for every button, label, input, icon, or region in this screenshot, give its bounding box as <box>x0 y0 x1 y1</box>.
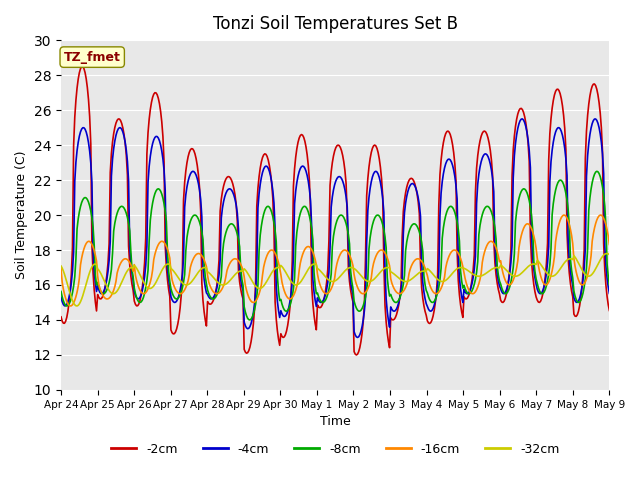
-4cm <box>57 294 65 300</box>
-8cm <box>246 317 253 323</box>
-16cm <box>289 293 297 299</box>
-16cm <box>67 303 74 309</box>
-4cm <box>289 279 296 285</box>
-8cm <box>228 221 236 227</box>
-4cm <box>518 116 526 122</box>
Line: -4cm: -4cm <box>61 119 609 337</box>
-2cm <box>366 156 374 161</box>
-16cm <box>461 276 469 281</box>
-2cm <box>392 312 400 318</box>
-32cm <box>229 275 237 280</box>
-16cm <box>392 288 399 293</box>
-2cm <box>605 308 613 313</box>
-8cm <box>392 300 399 305</box>
-4cm <box>557 129 565 134</box>
-4cm <box>605 290 613 296</box>
-32cm <box>605 252 613 257</box>
-8cm <box>593 168 600 174</box>
Line: -2cm: -2cm <box>61 67 609 355</box>
Line: -32cm: -32cm <box>61 253 609 306</box>
-16cm <box>229 257 237 263</box>
-16cm <box>365 283 373 289</box>
-2cm <box>557 96 565 101</box>
-32cm <box>604 251 611 256</box>
-32cm <box>73 303 81 309</box>
Text: TZ_fmet: TZ_fmet <box>64 50 121 64</box>
-2cm <box>289 183 297 189</box>
-2cm <box>229 181 237 187</box>
Line: -8cm: -8cm <box>61 171 609 320</box>
-8cm <box>289 286 297 292</box>
-4cm <box>461 289 469 295</box>
Y-axis label: Soil Temperature (C): Soil Temperature (C) <box>15 151 28 279</box>
-4cm <box>392 308 399 313</box>
Line: -16cm: -16cm <box>61 215 609 306</box>
-8cm <box>57 288 65 294</box>
-8cm <box>605 282 613 288</box>
-4cm <box>354 335 362 340</box>
-32cm <box>57 263 65 269</box>
-16cm <box>605 241 613 247</box>
-32cm <box>556 266 564 272</box>
-2cm <box>79 64 86 70</box>
-32cm <box>365 278 373 284</box>
-32cm <box>461 266 469 272</box>
-16cm <box>556 217 564 223</box>
-2cm <box>353 352 360 358</box>
-16cm <box>57 265 65 271</box>
-2cm <box>57 314 65 320</box>
-16cm <box>596 212 604 218</box>
-2cm <box>463 296 470 302</box>
-8cm <box>365 246 373 252</box>
Title: Tonzi Soil Temperatures Set B: Tonzi Soil Temperatures Set B <box>212 15 458 33</box>
Legend: -2cm, -4cm, -8cm, -16cm, -32cm: -2cm, -4cm, -8cm, -16cm, -32cm <box>106 438 564 461</box>
-4cm <box>365 194 373 200</box>
-8cm <box>461 286 469 292</box>
-32cm <box>392 272 399 278</box>
X-axis label: Time: Time <box>320 415 351 428</box>
-8cm <box>556 177 564 183</box>
-4cm <box>228 187 236 193</box>
-32cm <box>289 281 297 287</box>
